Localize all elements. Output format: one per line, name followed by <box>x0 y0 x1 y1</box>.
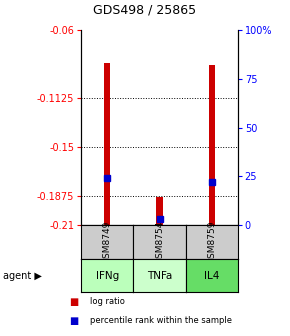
Text: ■: ■ <box>70 316 79 326</box>
Text: GSM8759: GSM8759 <box>207 220 216 264</box>
Text: IFNg: IFNg <box>96 270 119 281</box>
Bar <box>104 63 110 225</box>
Text: TNFa: TNFa <box>147 270 172 281</box>
Text: log ratio: log ratio <box>90 297 125 306</box>
Text: GSM8749: GSM8749 <box>103 220 112 264</box>
Text: GDS498 / 25865: GDS498 / 25865 <box>93 3 197 16</box>
Text: agent ▶: agent ▶ <box>3 270 42 281</box>
Bar <box>209 65 215 225</box>
Text: percentile rank within the sample: percentile rank within the sample <box>90 316 232 325</box>
Bar <box>156 197 163 225</box>
Text: IL4: IL4 <box>204 270 220 281</box>
Text: ■: ■ <box>70 297 79 307</box>
Text: GSM8754: GSM8754 <box>155 220 164 264</box>
